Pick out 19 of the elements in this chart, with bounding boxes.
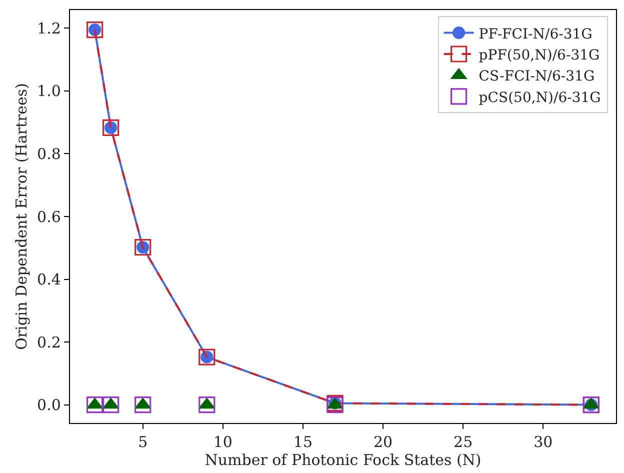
y-tick-label: 1.0 [37,82,61,100]
legend-label: pCS(50,N)/6-31G [478,90,601,106]
x-tick-label: 10 [213,433,232,452]
y-tick-label: 1.2 [37,19,61,38]
y-tick-label: 0.0 [37,396,61,414]
legend-label: PF-FCI-N/6-31G [478,26,592,42]
y-tick-label: 0.8 [37,144,61,163]
y-axis-title: Origin Dependent Error (Hartrees) [12,83,30,350]
y-tick-label: 0.6 [37,208,61,226]
y-tick-label: 0.2 [37,333,61,352]
y-tick-label: 0.4 [37,270,61,289]
x-tick-label: 30 [534,433,553,452]
x-tick-label: 25 [454,433,473,452]
legend-label: CS-FCI-N/6-31G [478,68,595,85]
x-tick-label: 5 [138,433,148,452]
x-tick-label: 20 [373,433,393,452]
legend-label: pPF(50,N)/6-31G [478,47,600,64]
x-axis-title: Number of Photonic Fock States (N) [204,451,482,470]
x-tick-label: 15 [293,433,313,452]
